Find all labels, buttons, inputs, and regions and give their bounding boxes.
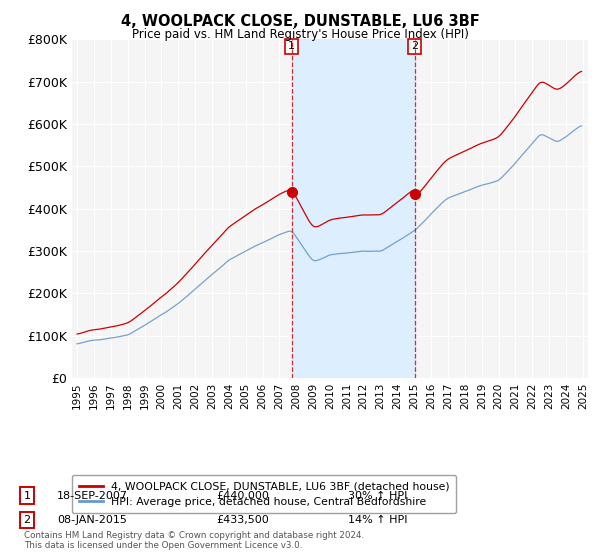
Text: £440,000: £440,000 [216,491,269,501]
Text: 2: 2 [411,41,418,52]
Text: 2: 2 [23,515,31,525]
Bar [292,39,415,378]
Legend: 4, WOOLPACK CLOSE, DUNSTABLE, LU6 3BF (detached house), HPI: Average price, deta: 4, WOOLPACK CLOSE, DUNSTABLE, LU6 3BF (d… [72,475,457,514]
Text: 1: 1 [288,41,295,52]
Text: 08-JAN-2015: 08-JAN-2015 [57,515,127,525]
Text: 30% ↑ HPI: 30% ↑ HPI [348,491,407,501]
Text: 4, WOOLPACK CLOSE, DUNSTABLE, LU6 3BF: 4, WOOLPACK CLOSE, DUNSTABLE, LU6 3BF [121,14,479,29]
Text: 18-SEP-2007: 18-SEP-2007 [57,491,128,501]
Text: Contains HM Land Registry data © Crown copyright and database right 2024.
This d: Contains HM Land Registry data © Crown c… [24,530,364,550]
Text: £433,500: £433,500 [216,515,269,525]
Text: 14% ↑ HPI: 14% ↑ HPI [348,515,407,525]
Text: 1: 1 [23,491,31,501]
Text: Price paid vs. HM Land Registry's House Price Index (HPI): Price paid vs. HM Land Registry's House … [131,28,469,41]
